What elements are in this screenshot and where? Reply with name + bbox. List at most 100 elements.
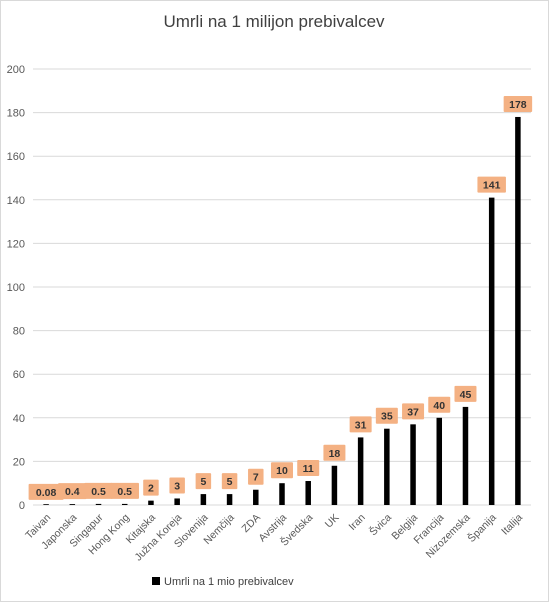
x-tick-label: Italija (499, 512, 525, 538)
bar-Švedska (305, 481, 311, 505)
data-label-box (221, 473, 238, 490)
y-tick-label: 40 (13, 413, 25, 425)
data-label-box (195, 473, 212, 490)
y-tick-label: 0 (19, 500, 25, 512)
y-tick-label: 200 (7, 64, 25, 76)
data-label-box (169, 477, 185, 494)
bar-Slovenija (200, 494, 207, 505)
data-label: 3 (174, 480, 180, 492)
bar-Južna Koreja (174, 498, 180, 505)
data-label: 5 (227, 476, 233, 488)
data-label-box (454, 385, 477, 402)
y-tick-label: 180 (7, 108, 25, 120)
data-label-box (110, 482, 139, 499)
data-label-box (58, 483, 87, 500)
bar-Kitajska (148, 500, 154, 505)
data-label: 18 (329, 448, 341, 460)
data-label: 141 (483, 180, 501, 192)
data-label-group: 5 (195, 473, 212, 490)
data-label-box (143, 479, 159, 496)
data-label: 2 (148, 483, 154, 495)
data-label: 11 (303, 463, 314, 475)
data-label-group: 37 (402, 403, 425, 420)
y-tick-label: 140 (7, 195, 25, 207)
data-label-box (271, 462, 293, 479)
data-label-group: 0.5 (110, 482, 139, 499)
data-label-box (428, 396, 451, 413)
bar-Belgija (410, 424, 416, 505)
bar-Hong Kong (121, 503, 128, 505)
bar-Japonska (69, 504, 76, 505)
bar-Švica (384, 428, 390, 505)
y-tick-label: 120 (7, 238, 25, 250)
data-label-box (477, 176, 506, 193)
data-label-group: 11 (297, 460, 320, 477)
data-label-box (84, 482, 113, 499)
bars (43, 116, 521, 506)
gridlines (33, 68, 531, 506)
data-label-group: 0.08 (28, 483, 64, 500)
data-label: 45 (460, 389, 472, 401)
y-tick-label: 80 (13, 326, 25, 338)
y-tick-label: 20 (13, 456, 25, 468)
data-label: 178 (509, 99, 527, 111)
bar-Singapur (95, 503, 102, 505)
data-label: 0.4 (65, 486, 80, 498)
data-label-group: 35 (375, 407, 398, 424)
bar-Iran (357, 437, 364, 505)
data-label: 10 (276, 465, 288, 477)
bar-UK (331, 465, 338, 505)
bar-Francija (436, 417, 443, 505)
data-label-group: 40 (428, 396, 451, 413)
y-tick-label: 60 (13, 369, 25, 381)
data-label: 0.5 (117, 486, 132, 498)
data-label: 5 (200, 476, 206, 488)
bar-Nemčija (226, 494, 233, 505)
bar-Taivan (43, 504, 49, 505)
x-tick-label: Španija (465, 511, 499, 545)
bar-Italija (515, 116, 521, 506)
data-label-group: 178 (503, 95, 533, 112)
y-tick-label: 100 (7, 282, 25, 294)
data-label-group: 2 (143, 479, 159, 496)
data-label: 31 (355, 419, 367, 431)
data-label-box (248, 468, 264, 485)
data-label-box (323, 444, 346, 461)
data-label-group: 141 (477, 176, 506, 193)
data-label-box (349, 416, 372, 433)
data-label-box (503, 95, 533, 112)
data-label-box (375, 407, 398, 424)
y-tick-label: 160 (7, 151, 25, 163)
chart-title: Umrli na 1 milijon prebivalcev (163, 12, 385, 31)
data-label-group: 5 (221, 473, 238, 490)
data-label-box (28, 483, 64, 500)
data-label: 7 (253, 472, 259, 484)
y-axis-ticks: 0 20 40 60 80 100 120 140 160 180 200 (7, 64, 25, 512)
data-label-group: 45 (454, 385, 477, 402)
legend-swatch (152, 577, 160, 585)
bar-ZDA (253, 489, 259, 505)
data-label: 35 (381, 411, 393, 423)
data-label-group: 31 (349, 416, 372, 433)
data-label-box (402, 403, 425, 420)
legend-label: Umrli na 1 mio prebivalcev (164, 576, 294, 588)
data-label-group: 18 (323, 444, 346, 461)
data-label-box (297, 460, 320, 477)
x-tick-label: Iran (346, 512, 367, 533)
data-label: 0.08 (36, 487, 57, 499)
x-tick-label: UK (323, 512, 342, 531)
data-label-group: 3 (169, 477, 185, 494)
bar-Španija (488, 197, 495, 505)
legend: Umrli na 1 mio prebivalcev (152, 576, 294, 588)
data-label-group: 0.5 (84, 482, 113, 499)
data-label-group: 0.4 (58, 483, 87, 500)
bar-Avstrija (279, 483, 285, 505)
data-label-group: 10 (271, 462, 293, 479)
data-label-group: 7 (248, 468, 264, 485)
bar-Nizozemska (462, 406, 469, 505)
data-label: 37 (407, 406, 419, 418)
